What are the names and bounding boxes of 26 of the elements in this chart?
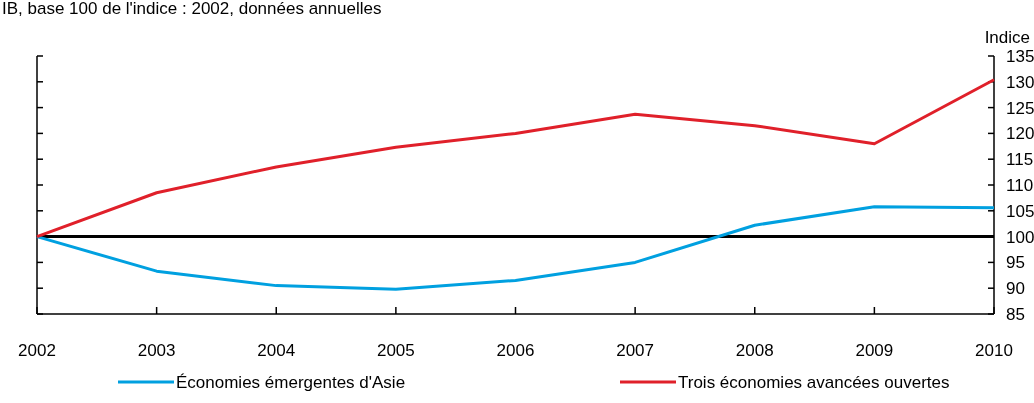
y-tick-label: 125 bbox=[1006, 98, 1034, 118]
x-tick-label: 2007 bbox=[616, 341, 655, 360]
y-tick-label: 105 bbox=[1006, 201, 1034, 221]
line-series bbox=[35, 205, 996, 291]
x-tick-label: 2004 bbox=[257, 341, 296, 360]
y-axis-title: Indice bbox=[984, 28, 1030, 47]
x-tick-label: 2005 bbox=[376, 341, 415, 360]
y-tick-label: 90 bbox=[1006, 279, 1025, 299]
x-tick-label: 2002 bbox=[18, 341, 56, 360]
y-tick-label: 115 bbox=[1006, 150, 1034, 170]
y-tick-label: 110 bbox=[1006, 175, 1034, 195]
x-tick-label: 2010 bbox=[975, 341, 1013, 360]
y-tick-label: 120 bbox=[1006, 124, 1034, 144]
legend-label: Économies émergentes d'Asie bbox=[176, 373, 406, 392]
y-tick-label: 135 bbox=[1006, 46, 1034, 66]
y-tick-label: 100 bbox=[1006, 227, 1034, 247]
y-tick-label: 85 bbox=[1006, 304, 1025, 324]
x-tick-label: 2006 bbox=[496, 341, 535, 360]
legend-label: Trois économies avancées ouvertes bbox=[678, 373, 950, 392]
x-tick-label: 2008 bbox=[735, 341, 774, 360]
x-tick-label: 2009 bbox=[855, 341, 894, 360]
x-tick-label: 2003 bbox=[137, 341, 176, 360]
chart-title: IB, base 100 de l'indice : 2002, données annuelles bbox=[2, 0, 382, 18]
y-tick-label: 130 bbox=[1006, 72, 1034, 92]
line-series bbox=[35, 78, 996, 239]
y-tick-label: 95 bbox=[1006, 253, 1025, 273]
